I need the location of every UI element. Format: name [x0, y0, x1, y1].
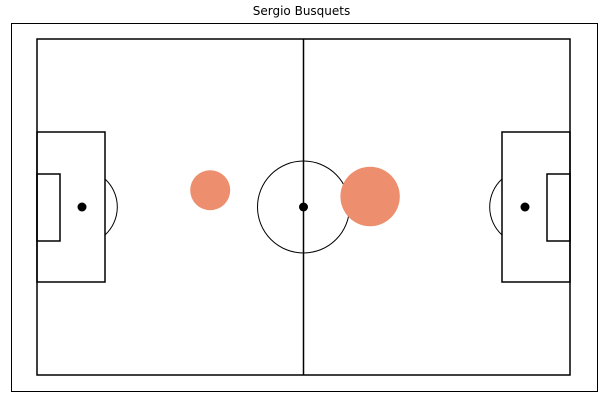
- axes-frame: [11, 23, 598, 392]
- right-penalty-spot: [520, 202, 530, 212]
- right-penalty-arc: [489, 178, 503, 236]
- left-penalty-arc: [104, 178, 118, 236]
- right-penalty-area: [501, 131, 571, 283]
- data-points: [190, 166, 400, 227]
- center-spot: [299, 202, 308, 212]
- left-penalty-spot: [77, 202, 87, 212]
- left-penalty-area: [36, 131, 106, 283]
- left-six-yard-box: [36, 173, 61, 242]
- data-point-2: [340, 166, 400, 227]
- right-six-yard-box: [546, 173, 571, 242]
- data-point-1: [190, 170, 231, 211]
- chart-title: Sergio Busquets: [252, 4, 351, 18]
